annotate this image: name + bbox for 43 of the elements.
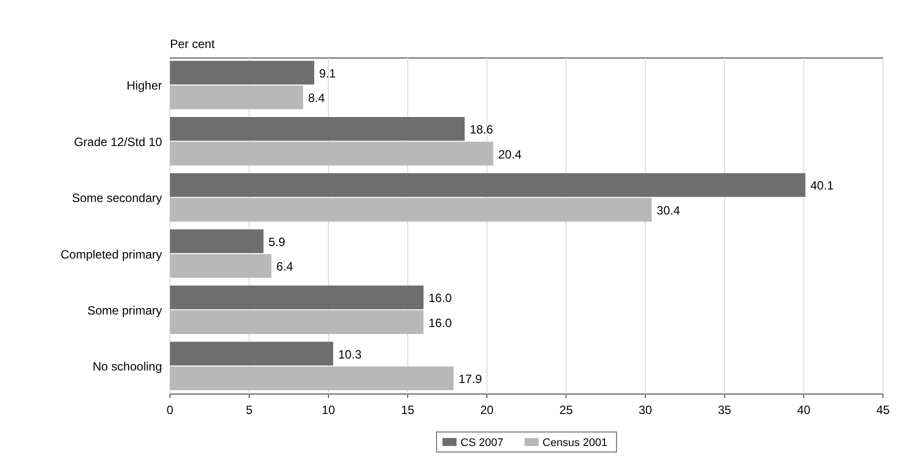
data-label: 16.0 (428, 291, 452, 306)
bar (170, 254, 272, 278)
data-label: 9.1 (319, 66, 336, 80)
data-label: 16.0 (428, 316, 452, 330)
x-tick-label: 15 (400, 403, 415, 417)
x-tick-label: 40 (797, 403, 811, 417)
bar (170, 342, 334, 366)
legend-label: Census 2001 (542, 436, 608, 449)
data-label: 30.4 (656, 203, 680, 218)
x-tick-label: 5 (246, 403, 253, 417)
legend-label: CS 2007 (460, 436, 504, 449)
x-tick-label: 10 (322, 403, 336, 417)
y-tick-label: Some secondary (72, 191, 162, 206)
data-label: 6.4 (276, 260, 294, 274)
y-tick-label: Some primary (87, 303, 162, 318)
x-tick-label: 0 (166, 403, 174, 417)
bar (170, 173, 806, 197)
x-tick-label: 20 (480, 403, 494, 417)
x-tick-label: 30 (638, 403, 652, 417)
y-tick-label: No schooling (92, 360, 162, 374)
bar (170, 60, 314, 85)
x-tick-label: 35 (718, 403, 732, 417)
x-axis-title: Per cent (170, 37, 216, 51)
y-tick-label: Completed primary (60, 247, 162, 262)
data-label: 20.4 (498, 147, 522, 162)
x-tick-label: 45 (876, 403, 890, 417)
data-label: 17.9 (458, 372, 482, 386)
y-tick-label: Grade 12/Std 10 (74, 134, 162, 149)
bar (170, 142, 494, 166)
bar (170, 286, 424, 310)
bar (170, 198, 652, 222)
data-label: 8.4 (308, 91, 326, 106)
data-label: 18.6 (470, 122, 494, 137)
bar (170, 366, 454, 390)
bar (170, 229, 264, 254)
bar (170, 116, 465, 141)
bar (170, 86, 304, 110)
x-tick-label: 25 (559, 403, 574, 417)
data-label: 40.1 (810, 178, 834, 193)
bar (170, 310, 424, 334)
y-tick-label: Higher (126, 78, 162, 93)
data-label: 10.3 (338, 347, 362, 362)
data-label: 5.9 (268, 234, 286, 249)
